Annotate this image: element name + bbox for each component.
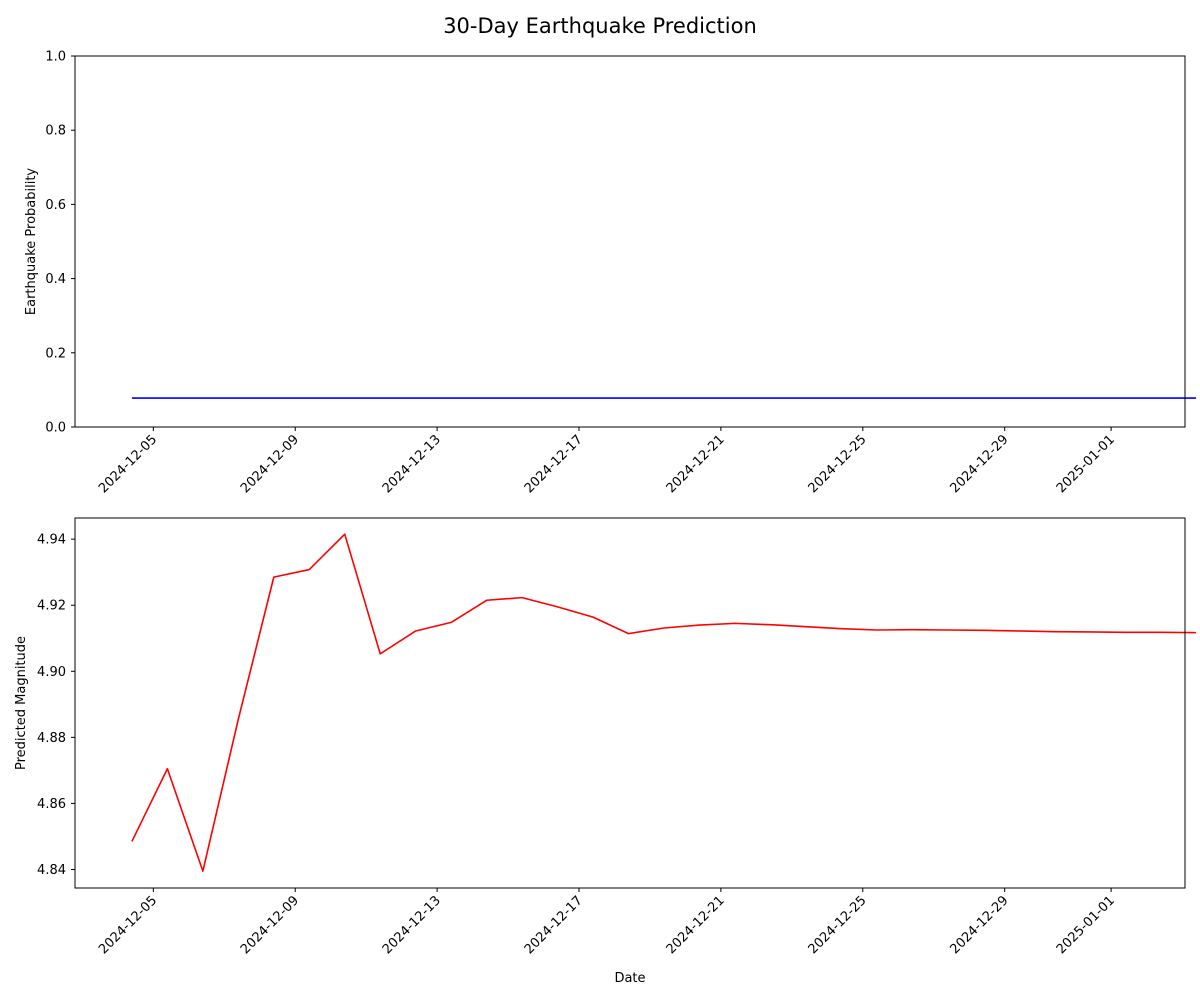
- magnitude-y-tick-label: 4.84: [37, 863, 66, 878]
- probability-x-tick-label: 2024-12-05: [96, 432, 160, 496]
- probability-x-tick-label: 2024-12-17: [522, 432, 586, 496]
- magnitude-x-tick-label: 2024-12-25: [806, 893, 870, 957]
- magnitude-x-tick-label: 2024-12-17: [522, 893, 586, 957]
- magnitude-x-axis-label: Date: [614, 971, 645, 986]
- probability-y-tick-label: 1.0: [45, 50, 66, 65]
- magnitude-y-tick-label: 4.88: [37, 731, 66, 746]
- magnitude-y-tick-label: 4.92: [37, 599, 66, 614]
- probability-x-ticks: 2024-12-05 2024-12-09 2024-12-13 2024-12-17…: [96, 427, 1118, 496]
- probability-y-ticks: 0.0 0.2 0.4 0.6 0.8 1.0: [45, 50, 75, 436]
- probability-axes-frame: [74, 55, 1186, 428]
- magnitude-axes-frame: [74, 517, 1186, 889]
- probability-x-tick-label: 2024-12-09: [238, 432, 302, 496]
- magnitude-y-tick-label: 4.86: [37, 797, 66, 812]
- magnitude-x-tick-label: 2024-12-13: [380, 893, 444, 957]
- magnitude-y-ticks: 4.84 4.86 4.88 4.90 4.92 4.94: [37, 533, 75, 878]
- magnitude-y-axis-label: Predicted Magnitude: [14, 636, 29, 770]
- probability-x-tick-label: 2024-12-13: [380, 432, 444, 496]
- probability-y-tick-label: 0.8: [45, 124, 66, 139]
- magnitude-axes-background: [75, 518, 1185, 888]
- magnitude-x-tick-label: 2025-01-01: [1054, 893, 1118, 957]
- probability-x-tick-label: 2024-12-29: [947, 432, 1011, 496]
- figure-title: 30-Day Earthquake Prediction: [443, 14, 757, 38]
- probability-y-tick-label: 0.2: [45, 346, 66, 361]
- magnitude-series-line: [131, 533, 1197, 872]
- probability-x-tick-label: 2024-12-25: [806, 432, 870, 496]
- magnitude-y-tick-label: 4.94: [37, 533, 66, 548]
- magnitude-x-ticks: 2024-12-05 2024-12-09 2024-12-13 2024-12-17…: [96, 888, 1118, 957]
- probability-axes: 0.00.20.40.60.81.0 2024-12-05 2024-12-09 2…: [24, 50, 1197, 496]
- probability-y-tick-label: 0.6: [45, 198, 66, 213]
- magnitude-x-tick-label: 2024-12-29: [947, 893, 1011, 957]
- magnitude-x-tick-label: 2024-12-21: [664, 893, 728, 957]
- probability-axes-background: [75, 56, 1185, 427]
- probability-x-tick-label: 2024-12-21: [664, 432, 728, 496]
- magnitude-axes: 4.844.864.884.904.924.94 2024-12-05 2024-…: [14, 517, 1197, 986]
- magnitude-x-tick-label: 2024-12-09: [238, 893, 302, 957]
- magnitude-x-tick-label: 2024-12-05: [96, 893, 160, 957]
- magnitude-y-tick-label: 4.90: [37, 665, 66, 680]
- probability-y-tick-label: 0.4: [45, 272, 66, 287]
- probability-y-tick-label: 0.0: [45, 421, 66, 436]
- probability-y-axis-label: Earthquake Probability: [24, 168, 39, 316]
- magnitude-series-layer: [131, 533, 1197, 872]
- probability-x-tick-label: 2025-01-01: [1054, 432, 1118, 496]
